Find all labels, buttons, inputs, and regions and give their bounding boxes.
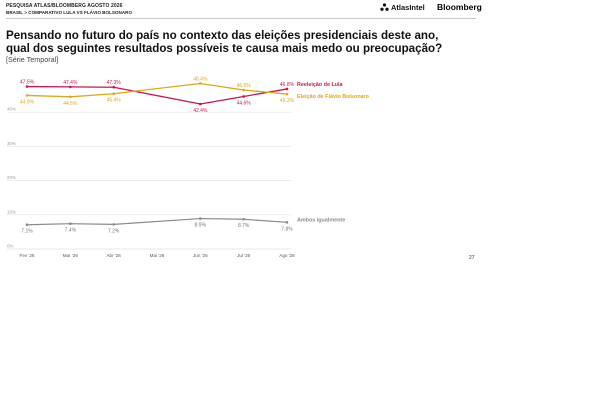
atlasintel-logo: AtlasIntel: [380, 3, 425, 12]
atlasintel-wordmark: AtlasIntel: [391, 3, 425, 12]
data-point: [242, 217, 245, 221]
header-divider: [6, 18, 476, 19]
data-label: 44.6%: [237, 100, 252, 106]
data-point: [285, 87, 289, 91]
x-tick-label: Abr '26: [106, 253, 121, 258]
x-tick-label: Mar '26: [63, 253, 79, 258]
data-label: 48.4%: [193, 76, 208, 82]
chart-title: Pensando no futuro do país no contexto d…: [6, 29, 443, 55]
x-tick-label: Jun '26: [193, 253, 208, 258]
data-label: 7.8%: [281, 226, 293, 232]
y-tick-label: 10%: [7, 209, 16, 214]
data-label: 8.7%: [238, 223, 250, 229]
data-label: 42.4%: [193, 108, 208, 114]
data-label: 7.1%: [21, 229, 33, 235]
y-tick-label: 0%: [7, 244, 13, 249]
data-point: [69, 85, 72, 89]
series-end-label: Eleição de Flávio Bolsonaro: [297, 94, 370, 100]
series-line: [26, 85, 288, 105]
data-label: 44.5%: [63, 101, 78, 107]
data-point: [242, 95, 245, 98]
x-tick-label: Fev '26: [20, 253, 35, 258]
atlas-mark-icon: [380, 3, 389, 11]
data-label: 46.8%: [280, 82, 295, 88]
data-label: 45.4%: [107, 98, 122, 104]
survey-label: PESQUISA ATLAS/BLOOMBERG AGOSTO 2026: [6, 3, 123, 9]
bloomberg-logo: Bloomberg: [437, 2, 482, 12]
data-point: [69, 222, 72, 225]
y-tick-label: 40%: [7, 107, 16, 112]
data-label: 47.5%: [20, 80, 35, 86]
data-point: [199, 217, 202, 220]
data-label: 47.3%: [107, 80, 122, 86]
data-point: [199, 82, 202, 85]
data-point: [112, 85, 115, 89]
x-tick-label: Jul '26: [237, 253, 251, 258]
y-tick-label: 30%: [7, 141, 16, 146]
data-label: 7.4%: [65, 228, 77, 234]
data-point: [242, 88, 245, 92]
data-point: [25, 94, 29, 97]
x-tick-label: Mai '26: [150, 253, 165, 258]
data-point: [199, 102, 202, 106]
data-label: 44.9%: [20, 99, 35, 105]
x-tick-label: Ago '26: [279, 253, 295, 258]
data-point: [285, 92, 289, 96]
data-label: 8.9%: [195, 223, 207, 229]
data-point: [69, 95, 72, 99]
page-number: 27: [469, 255, 475, 261]
data-point: [112, 223, 115, 226]
y-tick-label: 20%: [7, 175, 16, 180]
chart-subtitle: [Série Temporal]: [6, 55, 59, 64]
series-line: [26, 82, 288, 98]
breadcrumb: BRASIL > COMPARATIVO LULA VS FLÁVIO BOLS…: [6, 10, 133, 15]
data-label: 47.4%: [63, 80, 78, 86]
data-label: 45.3%: [280, 98, 295, 104]
data-point: [25, 223, 29, 227]
data-point: [112, 92, 115, 96]
series-line: [26, 217, 288, 226]
series-end-label: Ambos igualmente: [297, 217, 345, 223]
data-point: [25, 85, 29, 88]
data-label: 46.5%: [237, 83, 252, 89]
data-point: [285, 221, 289, 224]
data-label: 7.2%: [108, 228, 120, 234]
series-end-label: Reeleição de Lula: [297, 82, 344, 88]
